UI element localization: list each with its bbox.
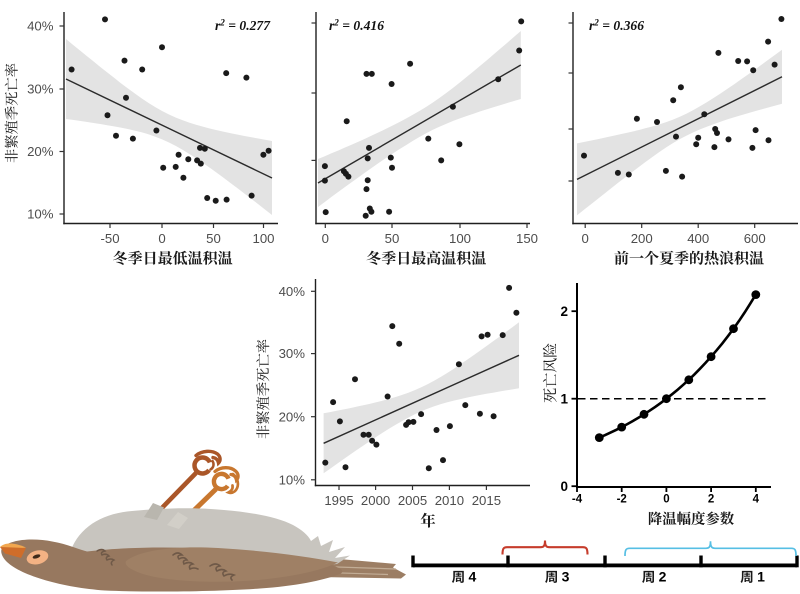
svg-text:3: 3: [562, 568, 570, 584]
svg-text:1: 1: [560, 392, 568, 407]
svg-text:0: 0: [322, 231, 329, 246]
svg-text:4: 4: [753, 494, 760, 506]
svg-text:20%: 20%: [279, 409, 306, 424]
svg-text:30%: 30%: [27, 82, 54, 97]
svg-text:2010: 2010: [435, 493, 464, 508]
svg-text:40%: 40%: [27, 19, 54, 34]
svg-text:150: 150: [516, 231, 538, 246]
svg-text:0: 0: [560, 479, 568, 494]
svg-text:2: 2: [659, 568, 667, 584]
svg-text:200: 200: [631, 231, 653, 246]
svg-text:20%: 20%: [27, 144, 54, 159]
svg-text:10%: 10%: [27, 207, 54, 222]
svg-text:0: 0: [663, 494, 669, 506]
svg-text:-4: -4: [572, 494, 583, 506]
svg-text:0: 0: [582, 231, 589, 246]
svg-text:10%: 10%: [279, 472, 306, 487]
svg-text:4: 4: [469, 568, 477, 584]
svg-text:2000: 2000: [361, 493, 390, 508]
svg-text:600: 600: [744, 231, 766, 246]
svg-text:30%: 30%: [279, 346, 306, 361]
svg-text:1995: 1995: [324, 493, 353, 508]
svg-text:2: 2: [560, 304, 568, 319]
svg-text:400: 400: [687, 231, 709, 246]
svg-text:-2: -2: [617, 494, 627, 506]
svg-text:2: 2: [708, 494, 714, 506]
svg-text:50: 50: [206, 231, 221, 246]
svg-text:0: 0: [158, 231, 165, 246]
svg-text:50: 50: [385, 231, 400, 246]
svg-text:r2 = 0.277: r2 = 0.277: [215, 18, 271, 33]
svg-text:1: 1: [757, 568, 765, 584]
svg-text:2015: 2015: [472, 493, 501, 508]
svg-text:40%: 40%: [279, 284, 306, 299]
svg-text:r2 = 0.366: r2 = 0.366: [589, 18, 644, 33]
svg-text:100: 100: [449, 231, 471, 246]
svg-text:-50: -50: [100, 231, 119, 246]
svg-text:100: 100: [252, 231, 274, 246]
svg-text:r2 = 0.416: r2 = 0.416: [329, 18, 384, 33]
svg-text:2005: 2005: [398, 493, 427, 508]
